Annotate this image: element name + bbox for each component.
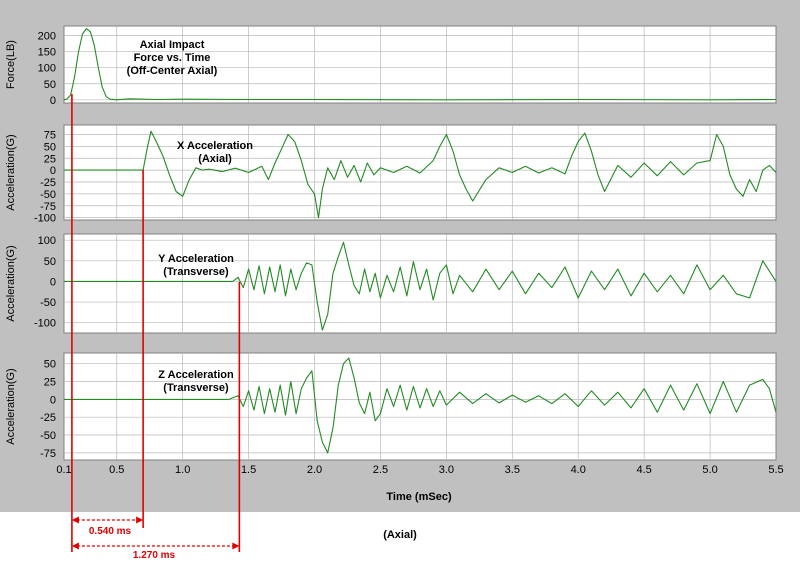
time-markers	[71, 94, 241, 552]
y-tick-label: 75	[44, 130, 56, 142]
y-tick-label: 200	[38, 31, 56, 43]
y-tick-label: -75	[40, 448, 56, 460]
y-tick-label: 0	[50, 95, 56, 107]
y-tick-label: 25	[44, 153, 56, 165]
series-line	[64, 241, 777, 331]
panel-title-line: Z Acceleration	[158, 369, 234, 381]
y-tick-label: 50	[44, 141, 56, 153]
y-axis-label: Acceleration(G)	[5, 245, 17, 321]
y-tick-label: -50	[40, 430, 56, 442]
y-tick-label: -25	[40, 177, 56, 189]
series-line	[63, 28, 777, 101]
y-tick-label: -100	[34, 213, 56, 225]
annotation-area	[0, 512, 800, 572]
y-tick-label: 50	[44, 79, 56, 91]
span-label-2: 1.270 ms	[133, 550, 176, 561]
y-tick-label: -100	[34, 318, 56, 330]
x-axis-label: Time (mSec)	[386, 491, 452, 503]
x-tick-label: 3.5	[505, 464, 520, 476]
y-tick-label: 150	[38, 47, 56, 59]
series-line	[64, 130, 777, 219]
chart-panel-4: 50 25 0 -25 -50 -75 Acceleration(G) Z Accelerat…	[5, 352, 777, 461]
x-tick-label: 1.0	[175, 464, 190, 476]
plot-area	[63, 233, 777, 334]
y-axis-label: Force(LB)	[5, 40, 17, 89]
y-tick-label: 0	[50, 276, 56, 288]
panel-title-line: (Transverse)	[163, 382, 229, 394]
chart-panel-3: 100 50 0 -50 -100 Acceleration(G) Y Accelerati…	[5, 233, 777, 334]
x-tick-label: 4.0	[571, 464, 586, 476]
span-arrow-1	[71, 516, 144, 524]
y-tick-label: -75	[40, 201, 56, 213]
x-tick-label: 0.1	[56, 464, 71, 476]
arrowhead	[136, 516, 144, 524]
x-tick-label: 4.5	[636, 464, 651, 476]
span-arrow-2	[71, 542, 240, 550]
x-tick-label: 2.5	[373, 464, 388, 476]
y-tick-label: 50	[44, 359, 56, 371]
y-tick-label: 50	[44, 256, 56, 268]
y-tick-label: 100	[38, 235, 56, 247]
arrowhead	[232, 542, 240, 550]
y-tick-label: 25	[44, 377, 56, 389]
arrowhead	[71, 542, 79, 550]
y-tick-label: -50	[40, 189, 56, 201]
span-label-1: 0.540 ms	[89, 526, 132, 537]
series-line	[64, 357, 777, 454]
panel-title-line: X Acceleration	[177, 140, 253, 152]
panel-title-line: Axial Impact	[140, 39, 205, 51]
panel-title-line: (Transverse)	[163, 266, 229, 278]
footer-label: (Axial)	[383, 529, 417, 541]
y-axis-label: Acceleration(G)	[5, 134, 17, 210]
x-tick-label: 5.0	[702, 464, 717, 476]
x-tick-label: 5.5	[768, 464, 783, 476]
y-tick-label: 100	[38, 63, 56, 75]
y-tick-label: -25	[40, 412, 56, 424]
x-tick-label: 0.5	[109, 464, 124, 476]
y-tick-label: 0	[50, 394, 56, 406]
panel-title-line: (Axial)	[198, 153, 232, 165]
y-tick-label: -50	[40, 297, 56, 309]
arrowhead	[71, 516, 79, 524]
x-tick-label: 3.0	[439, 464, 454, 476]
y-axis-label: Acceleration(G)	[5, 368, 17, 444]
x-tick-label: 2.0	[307, 464, 322, 476]
panel-title-line: Y Acceleration	[158, 253, 234, 265]
y-tick-label: 0	[50, 165, 56, 177]
x-axis: 0.1 0.5 1.0 1.5 2.0 2.5 3.0 3.5 4.0 4.5 5.0 5.5	[56, 464, 783, 476]
panel-title-line: (Off-Center Axial)	[127, 65, 218, 77]
x-tick-label: 1.5	[241, 464, 256, 476]
panel-title-line: Force vs. Time	[134, 52, 211, 64]
